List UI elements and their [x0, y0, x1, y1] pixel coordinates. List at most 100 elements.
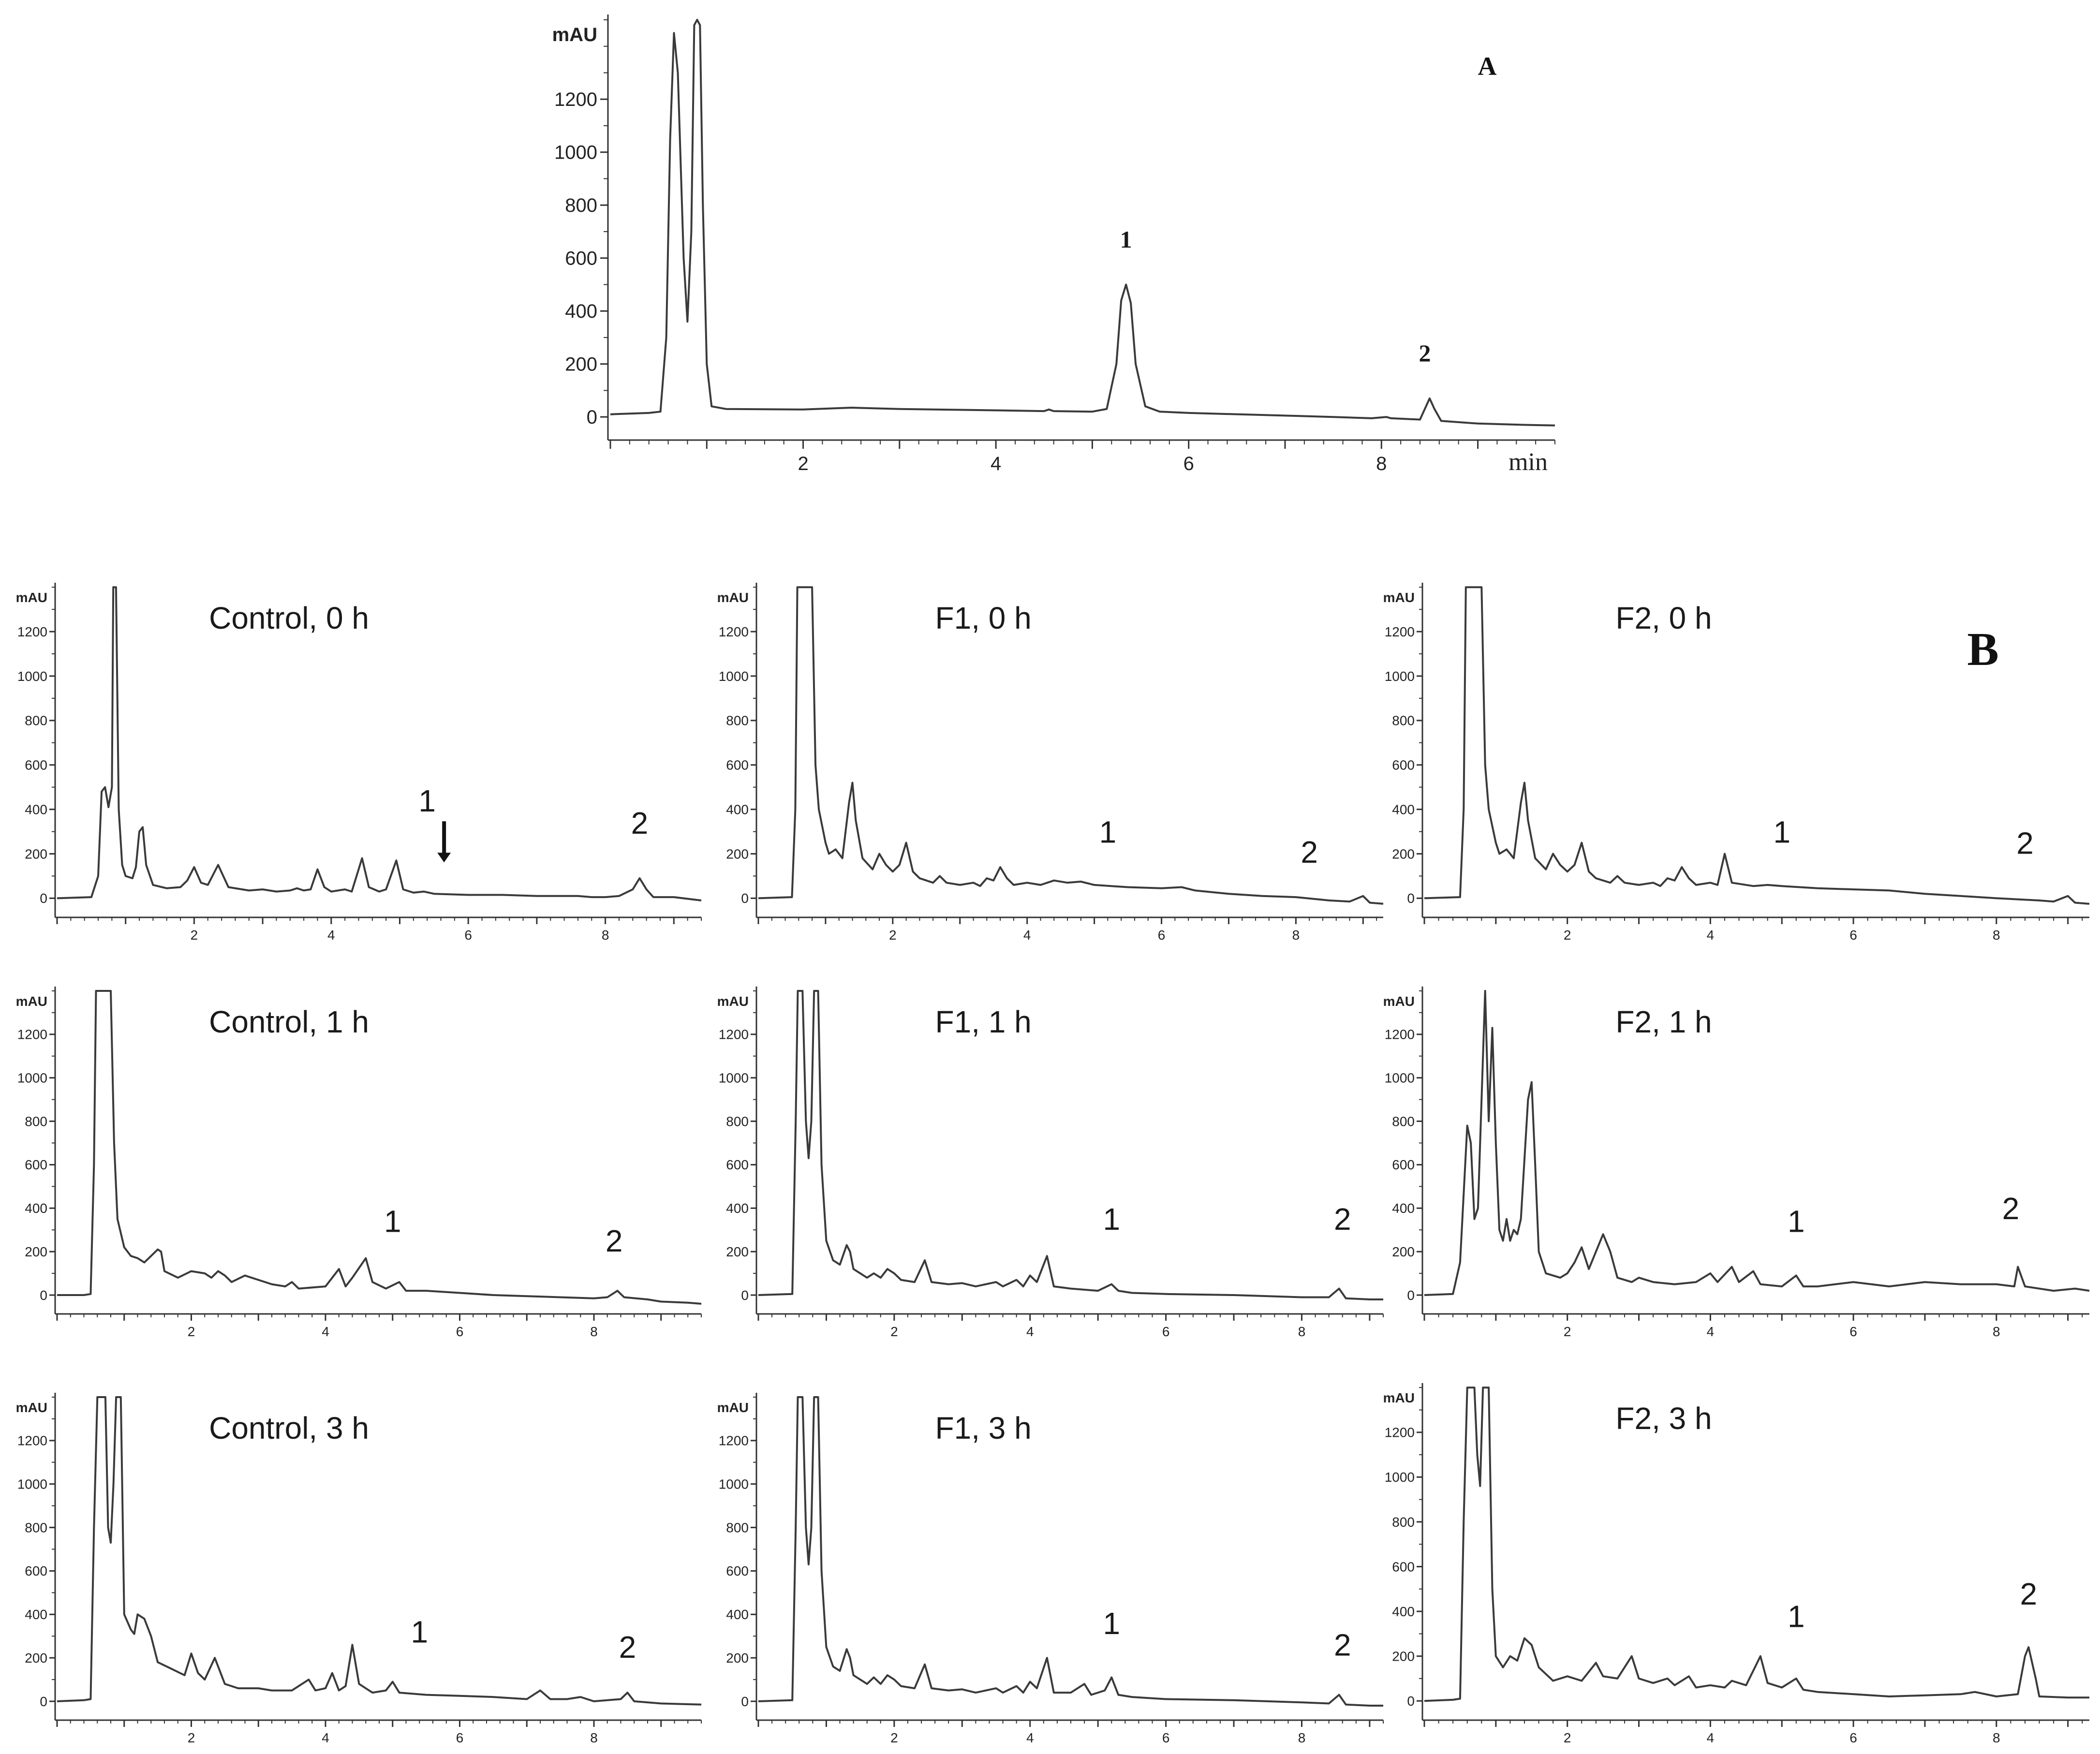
y-tick-label: 200 [1392, 1244, 1415, 1259]
y-axis-unit: mAU [16, 590, 47, 605]
chromatogram-trace [758, 1396, 1383, 1707]
y-tick-label: 1200 [1385, 624, 1415, 639]
y-tick-label: 1200 [719, 1027, 749, 1042]
chromatogram-trace [57, 586, 702, 901]
chromatogram-trace [57, 990, 702, 1305]
chart-panel-f2-1h: 0 200 400 600 800 1000 1200 mAU 2 4 6 8 F2, 1 h 1 2 [1383, 987, 2090, 1339]
y-tick-label: 1000 [1385, 669, 1415, 684]
y-tick-label: 800 [1392, 1515, 1415, 1530]
y-tick-label: 600 [25, 1157, 47, 1172]
peak-label-2: 2 [606, 1223, 623, 1258]
panel-a-letter: A [1478, 52, 1497, 81]
y-tick-label: 600 [1392, 1559, 1415, 1574]
y-tick-label: 400 [565, 301, 597, 322]
panel-title: F1, 1 h [935, 1004, 1032, 1039]
y-tick-label: 200 [1392, 846, 1415, 861]
y-tick-label: 1000 [1385, 1470, 1415, 1485]
y-tick-label: 0 [741, 891, 749, 906]
panel-title: F1, 0 h [935, 601, 1032, 635]
panel-title: F2, 0 h [1615, 601, 1712, 635]
y-tick-label: 1000 [719, 1071, 749, 1086]
chromatogram-trace [1424, 586, 2090, 905]
y-axis-unit: mAU [552, 24, 597, 45]
panel-title: F2, 3 h [1615, 1401, 1712, 1436]
chart-panel-control-3h: 0 200 400 600 800 1000 1200 mAU 2 4 6 8 Control, 3 h… [16, 1393, 702, 1745]
x-tick-label: 2 [188, 1730, 195, 1745]
x-tick-label: 6 [1162, 1730, 1170, 1745]
y-tick-label: 0 [40, 1694, 47, 1709]
x-tick-label: 4 [1026, 1324, 1034, 1339]
x-tick-label: 2 [1564, 1730, 1571, 1745]
y-axis-unit: mAU [1383, 994, 1415, 1009]
y-axis-unit: mAU [16, 994, 47, 1009]
x-tick-label: 8 [1993, 1324, 2000, 1339]
y-tick-label: 800 [25, 1114, 47, 1129]
chart-panel-f1-3h: 0 200 400 600 800 1000 1200 mAU 2 4 6 8 F1, 3 h 1 2 [717, 1393, 1384, 1745]
y-tick-label: 1000 [719, 669, 749, 684]
peak-label-2: 2 [2016, 826, 2034, 861]
y-tick-label: 400 [726, 1607, 749, 1622]
chromatogram-trace [1424, 990, 2090, 1296]
chart-panel-f1-0h: 0 200 400 600 800 1000 1200 mAU 2 4 6 8 F1, 0 h 1 2 [717, 583, 1384, 943]
y-tick-label: 400 [726, 802, 749, 817]
y-axis-unit: mAU [1383, 590, 1415, 605]
y-tick-label: 0 [40, 891, 47, 906]
x-tick-label: 8 [590, 1730, 598, 1745]
peak-label-1: 1 [384, 1204, 401, 1239]
y-tick-label: 800 [1392, 713, 1415, 728]
y-tick-label: 400 [726, 1201, 749, 1216]
peak-label-1: 1 [1099, 815, 1117, 850]
y-tick-label: 400 [1392, 1201, 1415, 1216]
x-tick-label: 4 [322, 1730, 329, 1745]
y-tick-label: 200 [726, 846, 749, 861]
y-tick-label: 1000 [1385, 1071, 1415, 1086]
y-tick-label: 400 [25, 802, 47, 817]
peak-label-2: 2 [1301, 835, 1318, 870]
y-tick-label: 1200 [554, 89, 597, 110]
y-tick-label: 1000 [17, 1071, 47, 1086]
y-tick-label: 1200 [17, 624, 47, 639]
peak-label-2: 2 [1419, 339, 1431, 367]
x-tick-label: 6 [456, 1730, 464, 1745]
y-tick-label: 1200 [719, 624, 749, 639]
y-tick-label: 200 [25, 1651, 47, 1666]
y-tick-label: 1200 [17, 1027, 47, 1042]
y-tick-label: 400 [25, 1201, 47, 1216]
y-tick-label: 600 [726, 758, 749, 773]
peak-arrow-head [437, 853, 451, 863]
x-tick-label: 2 [191, 928, 198, 943]
x-tick-label: 4 [1026, 1730, 1034, 1745]
chart-panel-A: 0 200 400 600 800 1000 1200 mAU 2 4 6 8 min 1 2 [552, 15, 1555, 476]
y-tick-label: 200 [726, 1651, 749, 1666]
peak-label-1: 1 [1103, 1606, 1120, 1641]
y-tick-label: 600 [565, 248, 597, 269]
peak-label-2: 2 [631, 806, 649, 840]
x-tick-label: 4 [1707, 928, 1715, 943]
y-tick-label: 400 [1392, 1604, 1415, 1619]
y-tick-label: 600 [726, 1157, 749, 1172]
panel-title: Control, 0 h [209, 601, 369, 635]
x-tick-label: 6 [1849, 928, 1857, 943]
y-tick-label: 800 [25, 713, 47, 728]
peak-label-1: 1 [411, 1615, 428, 1650]
y-tick-label: 400 [1392, 802, 1415, 817]
x-axis-unit: min [1508, 448, 1548, 476]
y-tick-label: 0 [741, 1288, 749, 1303]
panel-title: F1, 3 h [935, 1411, 1032, 1445]
y-tick-label: 1200 [1385, 1027, 1415, 1042]
peak-label-1: 1 [1788, 1599, 1805, 1634]
y-tick-label: 0 [1407, 891, 1415, 906]
x-tick-label: 8 [1298, 1730, 1306, 1745]
y-tick-label: 0 [1407, 1288, 1415, 1303]
chart-panel-f1-1h: 0 200 400 600 800 1000 1200 mAU 2 4 6 8 F1, 1 h 1 2 [717, 987, 1384, 1339]
chromatogram-trace [758, 990, 1383, 1300]
x-tick-label: 4 [1707, 1324, 1715, 1339]
y-tick-label: 200 [25, 846, 47, 861]
x-tick-label: 2 [890, 1324, 898, 1339]
x-tick-label: 4 [1707, 1730, 1715, 1745]
panel-title: F2, 1 h [1615, 1004, 1712, 1039]
y-axis-unit: mAU [717, 994, 749, 1009]
y-tick-label: 200 [1392, 1649, 1415, 1664]
x-tick-label: 4 [327, 928, 335, 943]
chromatogram-trace [610, 18, 1555, 427]
